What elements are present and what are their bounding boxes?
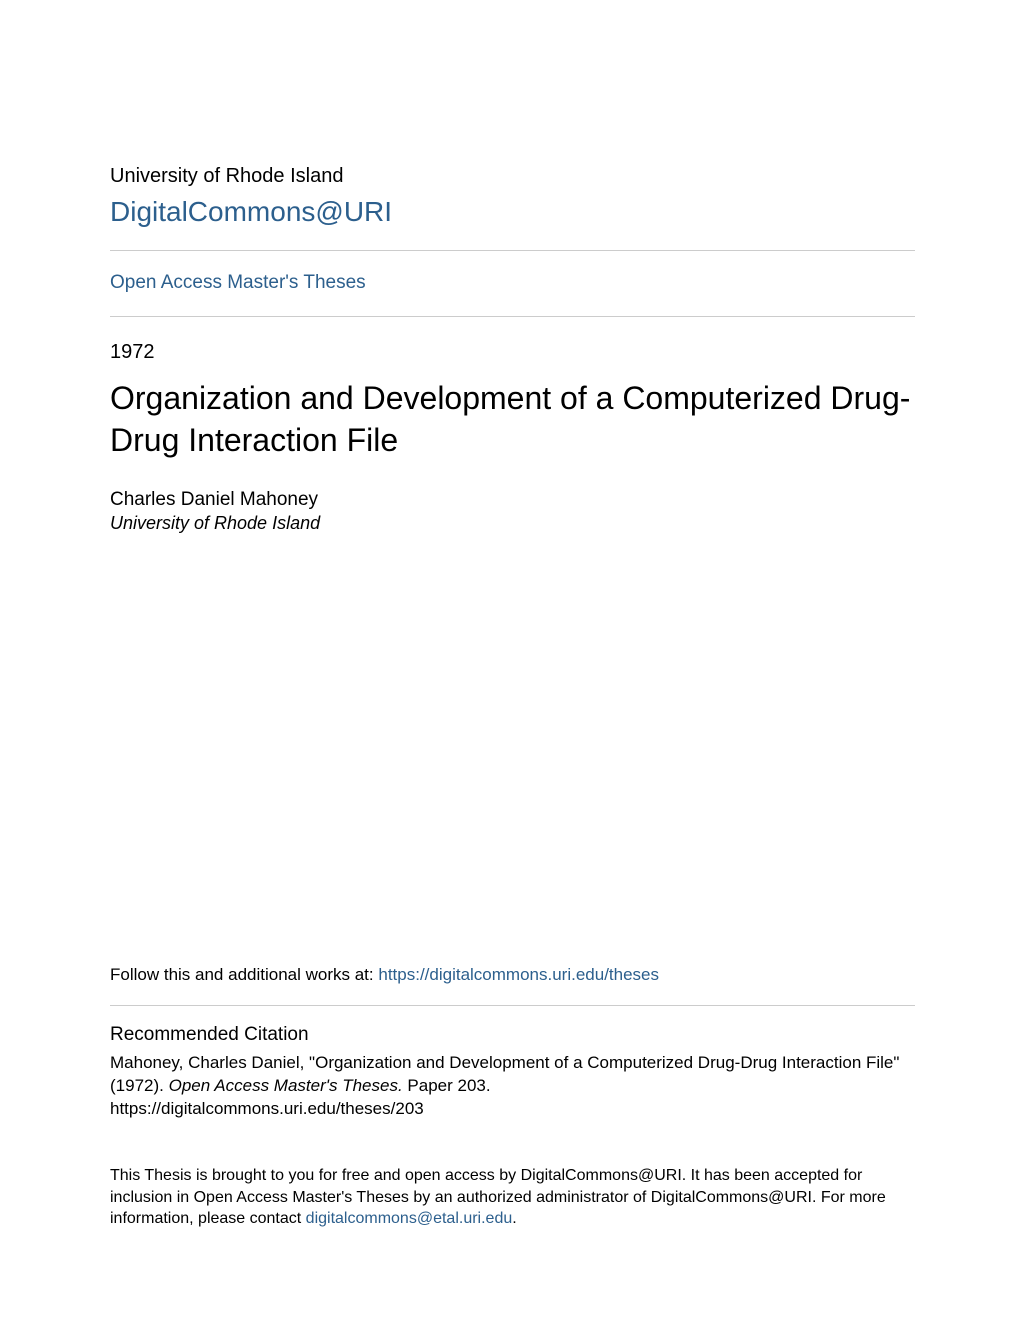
citation-series: Open Access Master's Theses. xyxy=(169,1076,403,1095)
follow-line: Follow this and additional works at: htt… xyxy=(110,965,915,985)
citation-paper: Paper 203. xyxy=(403,1076,491,1095)
collection-link[interactable]: Open Access Master's Theses xyxy=(110,251,915,316)
author-affiliation: University of Rhode Island xyxy=(110,513,915,534)
divider xyxy=(110,1005,915,1006)
spacer xyxy=(110,534,915,965)
document-title: Organization and Development of a Comput… xyxy=(110,378,915,461)
publication-year: 1972 xyxy=(110,317,915,378)
follow-prefix: Follow this and additional works at: xyxy=(110,965,378,984)
contact-email-link[interactable]: digitalcommons@etal.uri.edu xyxy=(306,1210,513,1227)
follow-link[interactable]: https://digitalcommons.uri.edu/theses xyxy=(378,965,659,984)
author-name: Charles Daniel Mahoney xyxy=(110,489,915,511)
institution-name: University of Rhode Island xyxy=(110,165,915,188)
citation-url: https://digitalcommons.uri.edu/theses/20… xyxy=(110,1099,424,1118)
citation-body: Mahoney, Charles Daniel, "Organization a… xyxy=(110,1052,915,1121)
footer-post: . xyxy=(512,1210,516,1227)
repository-link[interactable]: DigitalCommons@URI xyxy=(110,196,915,228)
footer-text: This Thesis is brought to you for free a… xyxy=(110,1165,915,1230)
citation-heading: Recommended Citation xyxy=(110,1024,915,1046)
